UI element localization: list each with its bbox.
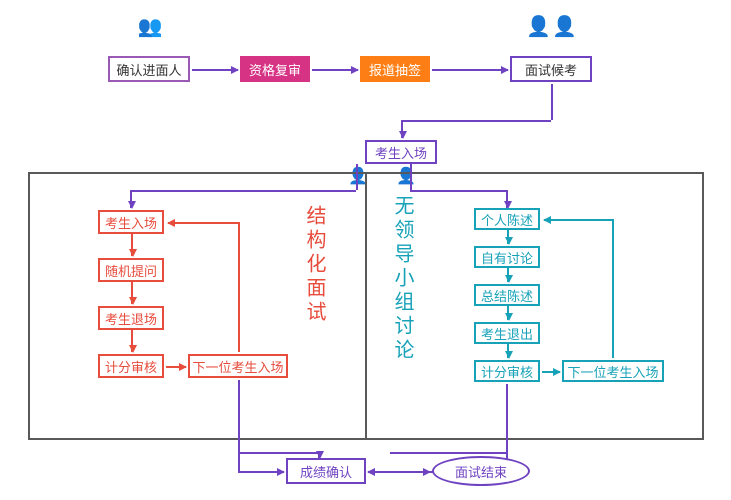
left-s1: 考生入场 [98, 210, 164, 234]
left-s3: 考生退场 [98, 306, 164, 330]
arrow [130, 190, 132, 208]
line [410, 190, 506, 192]
left-s2: 随机提问 [98, 258, 164, 282]
arrow [368, 471, 430, 473]
arrow [238, 471, 284, 473]
arrow [507, 344, 509, 358]
arrow [542, 371, 560, 373]
line [390, 452, 506, 454]
arrow [432, 69, 508, 71]
arrow [507, 268, 509, 282]
line [238, 452, 318, 454]
line [551, 84, 553, 120]
node-wait: 面试候考 [510, 56, 592, 82]
divider [365, 172, 367, 440]
right-s1: 个人陈述 [474, 208, 540, 230]
node-draw: 报道抽签 [360, 56, 430, 82]
arrow [131, 330, 133, 352]
arrow [506, 190, 508, 208]
arrow [168, 222, 238, 224]
arrow [507, 306, 509, 320]
line [410, 164, 412, 190]
arrow [131, 282, 133, 304]
right-s5: 计分审核 [474, 360, 540, 382]
arrow [312, 69, 358, 71]
line [238, 222, 240, 352]
title-structured: 结构化面试 [300, 205, 329, 325]
node-end: 面试结束 [432, 456, 530, 486]
node-enter: 考生入场 [365, 140, 437, 164]
arrow [131, 234, 133, 256]
node-score: 成绩确认 [286, 458, 366, 484]
line [612, 219, 614, 358]
arrow [192, 69, 238, 71]
title-leaderless: 无领导小组讨论 [388, 195, 417, 363]
right-s3: 总结陈述 [474, 284, 540, 306]
line [506, 384, 508, 452]
line [238, 452, 240, 471]
right-s2: 自有讨论 [474, 246, 540, 268]
node-qualify: 资格复审 [240, 56, 310, 82]
left-s4: 计分审核 [98, 354, 164, 378]
person-icon: 👤 [552, 14, 577, 39]
arrow [544, 219, 612, 221]
person-icon: 👤 [526, 14, 551, 39]
line [130, 190, 356, 192]
arrow [507, 230, 509, 244]
arrow [401, 120, 403, 138]
right-s4: 考生退出 [474, 322, 540, 344]
right-s6: 下一位考生入场 [562, 360, 664, 382]
line [238, 380, 240, 452]
arrow [166, 366, 186, 368]
people-icon: 👥 [128, 14, 172, 38]
node-confirm: 确认进面人 [108, 56, 190, 82]
line [356, 164, 358, 190]
line [401, 120, 551, 122]
left-s5: 下一位考生入场 [188, 354, 288, 378]
